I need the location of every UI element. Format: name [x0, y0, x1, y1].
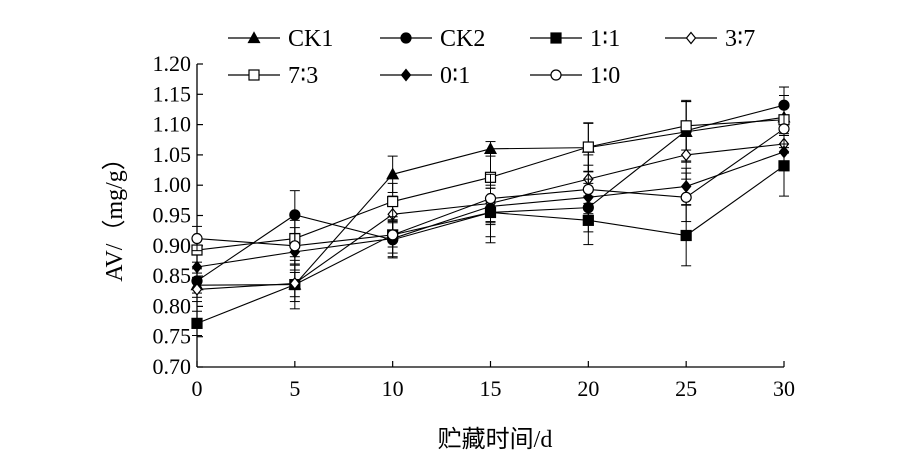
x-tick-label: 25 — [675, 376, 697, 401]
data-point — [582, 183, 594, 196]
data-point — [680, 120, 692, 132]
legend-label: 3∶7 — [725, 26, 755, 52]
data-point — [582, 214, 594, 226]
legend-marker — [247, 31, 261, 44]
y-tick-label: 0.75 — [153, 324, 192, 349]
legend-marker — [550, 69, 562, 81]
data-point — [191, 317, 203, 329]
legend-label: CK1 — [288, 26, 333, 52]
legend-label: 1∶1 — [590, 26, 620, 52]
y-tick-label: 0.95 — [153, 203, 192, 228]
legend-label: 1∶0 — [590, 63, 620, 89]
data-point — [680, 229, 692, 242]
legend: CK1 CK2 1∶1 3∶7 7∶3 0∶1 1∶0 — [228, 26, 755, 89]
legend-item: 1∶0 — [530, 63, 620, 89]
y-tick-label: 1.05 — [153, 142, 192, 167]
y-tick-label: 0.90 — [153, 233, 192, 258]
legend-item: 7∶3 — [228, 63, 318, 89]
legend-marker — [248, 69, 260, 81]
data-point — [386, 167, 400, 180]
legend-marker — [685, 31, 697, 45]
data-point — [191, 232, 203, 245]
legend-marker — [400, 68, 412, 82]
x-tick-label: 30 — [773, 376, 795, 401]
y-tick-label: 0.70 — [153, 354, 192, 379]
legend-item: 0∶1 — [380, 63, 470, 89]
data-point — [778, 123, 790, 135]
legend-label: CK2 — [440, 26, 485, 52]
y-tick-label: 1.20 — [153, 51, 192, 76]
y-tick-label: 1.00 — [153, 172, 192, 197]
y-tick-label: 1.10 — [153, 112, 192, 137]
plot-area — [190, 86, 791, 336]
data-point — [484, 192, 497, 205]
data-point — [191, 282, 203, 296]
data-point — [289, 276, 301, 290]
series-7 — [191, 104, 790, 265]
data-point — [680, 148, 692, 162]
x-tick-label: 0 — [192, 376, 203, 401]
x-axis-label: 贮藏时间/d — [438, 426, 553, 453]
data-point — [191, 260, 203, 274]
legend-item: 3∶7 — [665, 26, 755, 52]
legend-marker — [400, 32, 412, 44]
data-point — [387, 195, 399, 208]
x-tick-label: 15 — [480, 376, 502, 401]
data-point — [680, 191, 692, 203]
y-tick-label: 0.85 — [153, 263, 192, 288]
data-point — [387, 229, 399, 241]
y-axis-label: AV/（mg/g） — [102, 146, 128, 282]
data-point — [289, 240, 301, 252]
y-tick-label: 1.15 — [153, 81, 192, 106]
axes: 0.70 0.75 0.80 0.85 0.90 0.95 1.00 1.05 1.10 1.15… — [153, 51, 796, 401]
x-tick-label: 10 — [382, 376, 404, 401]
legend-label: 7∶3 — [288, 63, 318, 89]
legend-item: CK1 — [228, 26, 333, 52]
data-point — [289, 209, 301, 221]
legend-item: 1∶1 — [530, 26, 620, 52]
legend-marker — [550, 32, 562, 44]
legend-item: CK2 — [380, 26, 485, 52]
x-tick-label: 5 — [289, 376, 300, 401]
y-tick-label: 0.80 — [153, 293, 192, 318]
legend-label: 0∶1 — [440, 63, 470, 89]
x-tick-label: 20 — [577, 376, 599, 401]
data-point — [582, 141, 594, 153]
